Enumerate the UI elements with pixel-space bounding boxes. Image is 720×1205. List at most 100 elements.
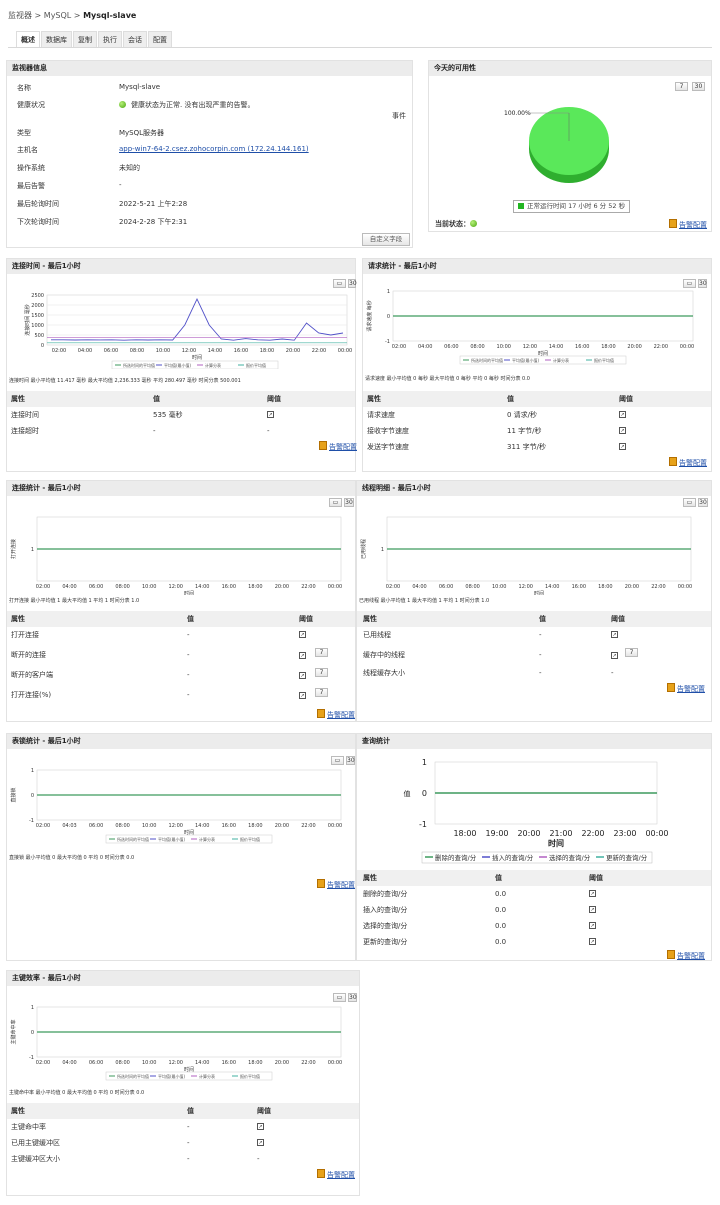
edit-threshold-icon[interactable]: ↗ (257, 1123, 264, 1130)
edit-threshold-icon[interactable]: ↗ (611, 631, 618, 638)
edit-threshold-icon[interactable]: ↗ (611, 652, 618, 659)
30day-button[interactable]: 30 (344, 498, 354, 507)
y-tick-label: 1 (31, 768, 34, 774)
x-tick-label: 10:00 (142, 823, 156, 829)
export-icon[interactable]: ▭ (331, 756, 344, 765)
monitor-info-panel: 监视器信息 名称 Mysql-slave 健康状况 健康状态为正常. 没有出现严… (6, 60, 413, 248)
30day-button[interactable]: 30 (348, 993, 357, 1002)
row-value: - (539, 631, 542, 639)
current-status-label: 当前状态： (435, 220, 470, 228)
row-attr: 断开的连接 (11, 651, 46, 659)
info-value: Mysql-slave (119, 83, 161, 91)
alarm-config-link[interactable]: 告警配置 (669, 457, 707, 468)
alarm-config-link[interactable]: 告警配置 (667, 950, 705, 961)
30day-button[interactable]: 30 (698, 498, 708, 507)
row-value: - (187, 651, 190, 659)
alarm-config-link[interactable]: 告警配置 (667, 683, 705, 694)
edit-threshold-icon[interactable]: ↗ (299, 672, 306, 679)
table-row: 连接超时 - - (7, 423, 355, 439)
row-value: 0 请求/秒 (507, 411, 538, 419)
7day-button[interactable]: 7 (315, 688, 328, 697)
row-value: - (539, 651, 542, 659)
legend-label: 平均值(最小值) (158, 1073, 186, 1079)
info-value: MySQL服务器 (119, 129, 165, 137)
legend-label: 删除的查询/分 (435, 853, 477, 862)
current-status: 当前状态： (435, 219, 482, 229)
export-icon[interactable]: ▭ (333, 993, 346, 1002)
edit-threshold-icon[interactable]: ↗ (299, 652, 306, 659)
x-tick-label: 12:00 (519, 584, 533, 590)
edit-threshold-icon[interactable]: ↗ (589, 938, 596, 945)
legend-label: 报价平均值 (594, 357, 614, 363)
alarm-config-link[interactable]: 告警配置 (319, 441, 357, 452)
edit-threshold-icon[interactable]: ↗ (267, 411, 274, 418)
alarm-config-link[interactable]: 告警配置 (317, 879, 355, 890)
tab-session[interactable]: 会话 (123, 31, 147, 47)
30day-button[interactable]: 30 (692, 82, 705, 91)
export-icon[interactable]: ▭ (329, 498, 342, 507)
export-icon[interactable]: ▭ (683, 498, 696, 507)
x-tick-label: 18:00 (601, 344, 615, 350)
edit-threshold-icon[interactable]: ↗ (589, 922, 596, 929)
x-tick-label: 10:00 (497, 344, 511, 350)
info-label: 最后告警 (17, 182, 45, 190)
event-link[interactable]: 事件 (392, 112, 406, 120)
tab-execution[interactable]: 执行 (98, 31, 122, 47)
edit-threshold-icon[interactable]: ↗ (619, 411, 626, 418)
7day-button[interactable]: 7 (675, 82, 688, 91)
edit-threshold-icon[interactable]: ↗ (619, 427, 626, 434)
edit-threshold-icon[interactable]: ↗ (619, 443, 626, 450)
custom-fields-button[interactable]: 自定义字段 (362, 233, 410, 246)
tab-overview[interactable]: 概述 (16, 31, 40, 47)
info-value: 2024-2-28 下午2:31 (119, 218, 188, 226)
row-threshold: - (611, 669, 614, 677)
edit-threshold-icon[interactable]: ↗ (257, 1139, 264, 1146)
col-threshold: 阈值 (257, 1107, 271, 1115)
edit-threshold-icon[interactable]: ↗ (299, 692, 306, 699)
legend-label: 计算分表 (553, 357, 569, 363)
edit-threshold-icon[interactable]: ↗ (589, 890, 596, 897)
x-tick-label: 08:00 (130, 348, 144, 354)
alarm-config-link[interactable]: 告警配置 (317, 709, 355, 720)
x-tick-label: 02:00 (392, 344, 406, 350)
row-attr: 打开连接(%) (11, 691, 52, 699)
breadcrumb-mysql[interactable]: MySQL (43, 11, 72, 20)
x-axis-label: 时间 (184, 829, 194, 836)
y-axis-label: 主键命中率 (10, 1019, 17, 1044)
legend-label: 插入的查询/分 (492, 853, 534, 862)
edit-threshold-icon[interactable]: ↗ (589, 906, 596, 913)
breadcrumb-separator: > (32, 11, 44, 20)
alarm-config-link[interactable]: 告警配置 (669, 219, 707, 230)
x-tick-label: 16:00 (222, 584, 236, 590)
7day-button[interactable]: 7 (315, 668, 328, 677)
row-attr: 发送字节速度 (367, 443, 409, 451)
row-attr: 请求速度 (367, 411, 395, 419)
x-tick-label: 08:00 (470, 344, 484, 350)
x-tick-label: 20:00 (275, 1060, 289, 1066)
tab-config[interactable]: 配置 (148, 31, 172, 47)
7day-button[interactable]: 7 (625, 648, 638, 657)
edit-threshold-icon[interactable]: ↗ (299, 631, 306, 638)
x-tick-label: 06:00 (89, 823, 103, 829)
breadcrumb-monitors[interactable]: 监视器 (8, 11, 32, 20)
hostname-link[interactable]: app-win7-64-2.csez.zohocorpin.com (172.2… (119, 145, 309, 153)
legend-box (459, 355, 627, 365)
tab-replication[interactable]: 复制 (73, 31, 97, 47)
panel-title: 表锁统计 - 最后1小时 (7, 734, 355, 749)
y-tick-label: 1500 (31, 313, 44, 319)
x-tick-label: 12:00 (169, 823, 183, 829)
30day-button[interactable]: 30 (348, 279, 357, 288)
30day-button[interactable]: 30 (346, 756, 355, 765)
row-attr: 连接时间 (11, 411, 39, 419)
alarm-config-link[interactable]: 告警配置 (317, 1169, 355, 1180)
x-tick-label: 02:00 (36, 1060, 50, 1066)
row-attr: 断开的客户端 (11, 671, 53, 679)
row-attr: 主键缓冲区大小 (11, 1155, 60, 1163)
30day-button[interactable]: 30 (698, 279, 707, 288)
y-tick-label: 0 (31, 1030, 34, 1036)
export-icon[interactable]: ▭ (333, 279, 346, 288)
x-tick-label: 20:00 (286, 348, 300, 354)
tab-database[interactable]: 数据库 (41, 31, 72, 47)
7day-button[interactable]: 7 (315, 648, 328, 657)
export-icon[interactable]: ▭ (683, 279, 696, 288)
